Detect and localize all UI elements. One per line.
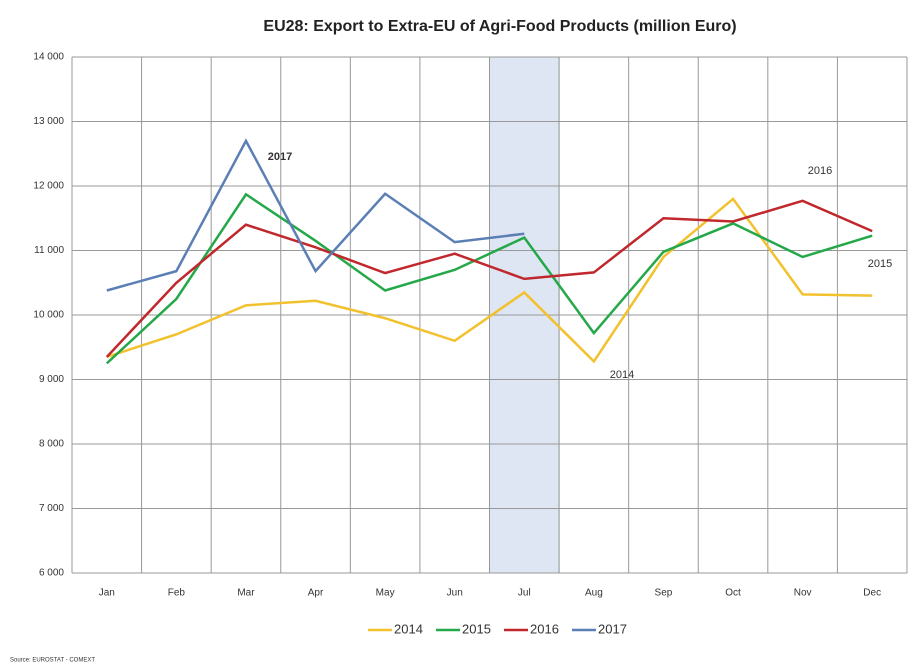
chart-title: EU28: Export to Extra-EU of Agri-Food Pr… bbox=[263, 18, 736, 35]
x-tick-label: Jul bbox=[518, 588, 531, 599]
legend-label: 2016 bbox=[530, 621, 559, 636]
x-tick-label: Nov bbox=[794, 588, 812, 599]
y-tick-label: 6 000 bbox=[39, 568, 64, 579]
line-series bbox=[105, 192, 873, 365]
x-tick-label: Apr bbox=[308, 588, 324, 599]
y-tick-label: 8 000 bbox=[39, 439, 64, 450]
x-tick-label: Sep bbox=[655, 588, 673, 599]
x-tick-label: Mar bbox=[237, 588, 255, 599]
annotation: 2016 bbox=[808, 165, 832, 177]
y-tick-label: 9 000 bbox=[39, 374, 64, 385]
line-series bbox=[106, 138, 525, 292]
legend-label: 2014 bbox=[394, 621, 423, 636]
x-tick-label: Jun bbox=[447, 588, 463, 599]
x-tick-label: Oct bbox=[725, 588, 741, 599]
line-series bbox=[106, 197, 873, 364]
y-tick-label: 14 000 bbox=[33, 52, 64, 63]
y-tick-label: 12 000 bbox=[33, 181, 64, 192]
x-tick-label: Feb bbox=[168, 588, 186, 599]
x-tick-label: Aug bbox=[585, 588, 603, 599]
x-tick-label: May bbox=[376, 588, 395, 599]
x-tick-label: Jan bbox=[99, 588, 115, 599]
y-tick-label: 7 000 bbox=[39, 503, 64, 514]
line-series bbox=[105, 199, 873, 358]
annotation: 2014 bbox=[610, 369, 634, 381]
y-tick-label: 10 000 bbox=[33, 310, 64, 321]
y-tick-label: 11 000 bbox=[34, 245, 64, 256]
annotation: 2017 bbox=[268, 151, 292, 163]
legend-label: 2015 bbox=[462, 621, 491, 636]
x-tick-label: Dec bbox=[863, 588, 881, 599]
legend-label: 2017 bbox=[598, 621, 627, 636]
y-tick-label: 13 000 bbox=[33, 116, 64, 127]
annotation: 2015 bbox=[868, 258, 892, 270]
source: Source: EUROSTAT - COMEXT bbox=[10, 658, 95, 664]
